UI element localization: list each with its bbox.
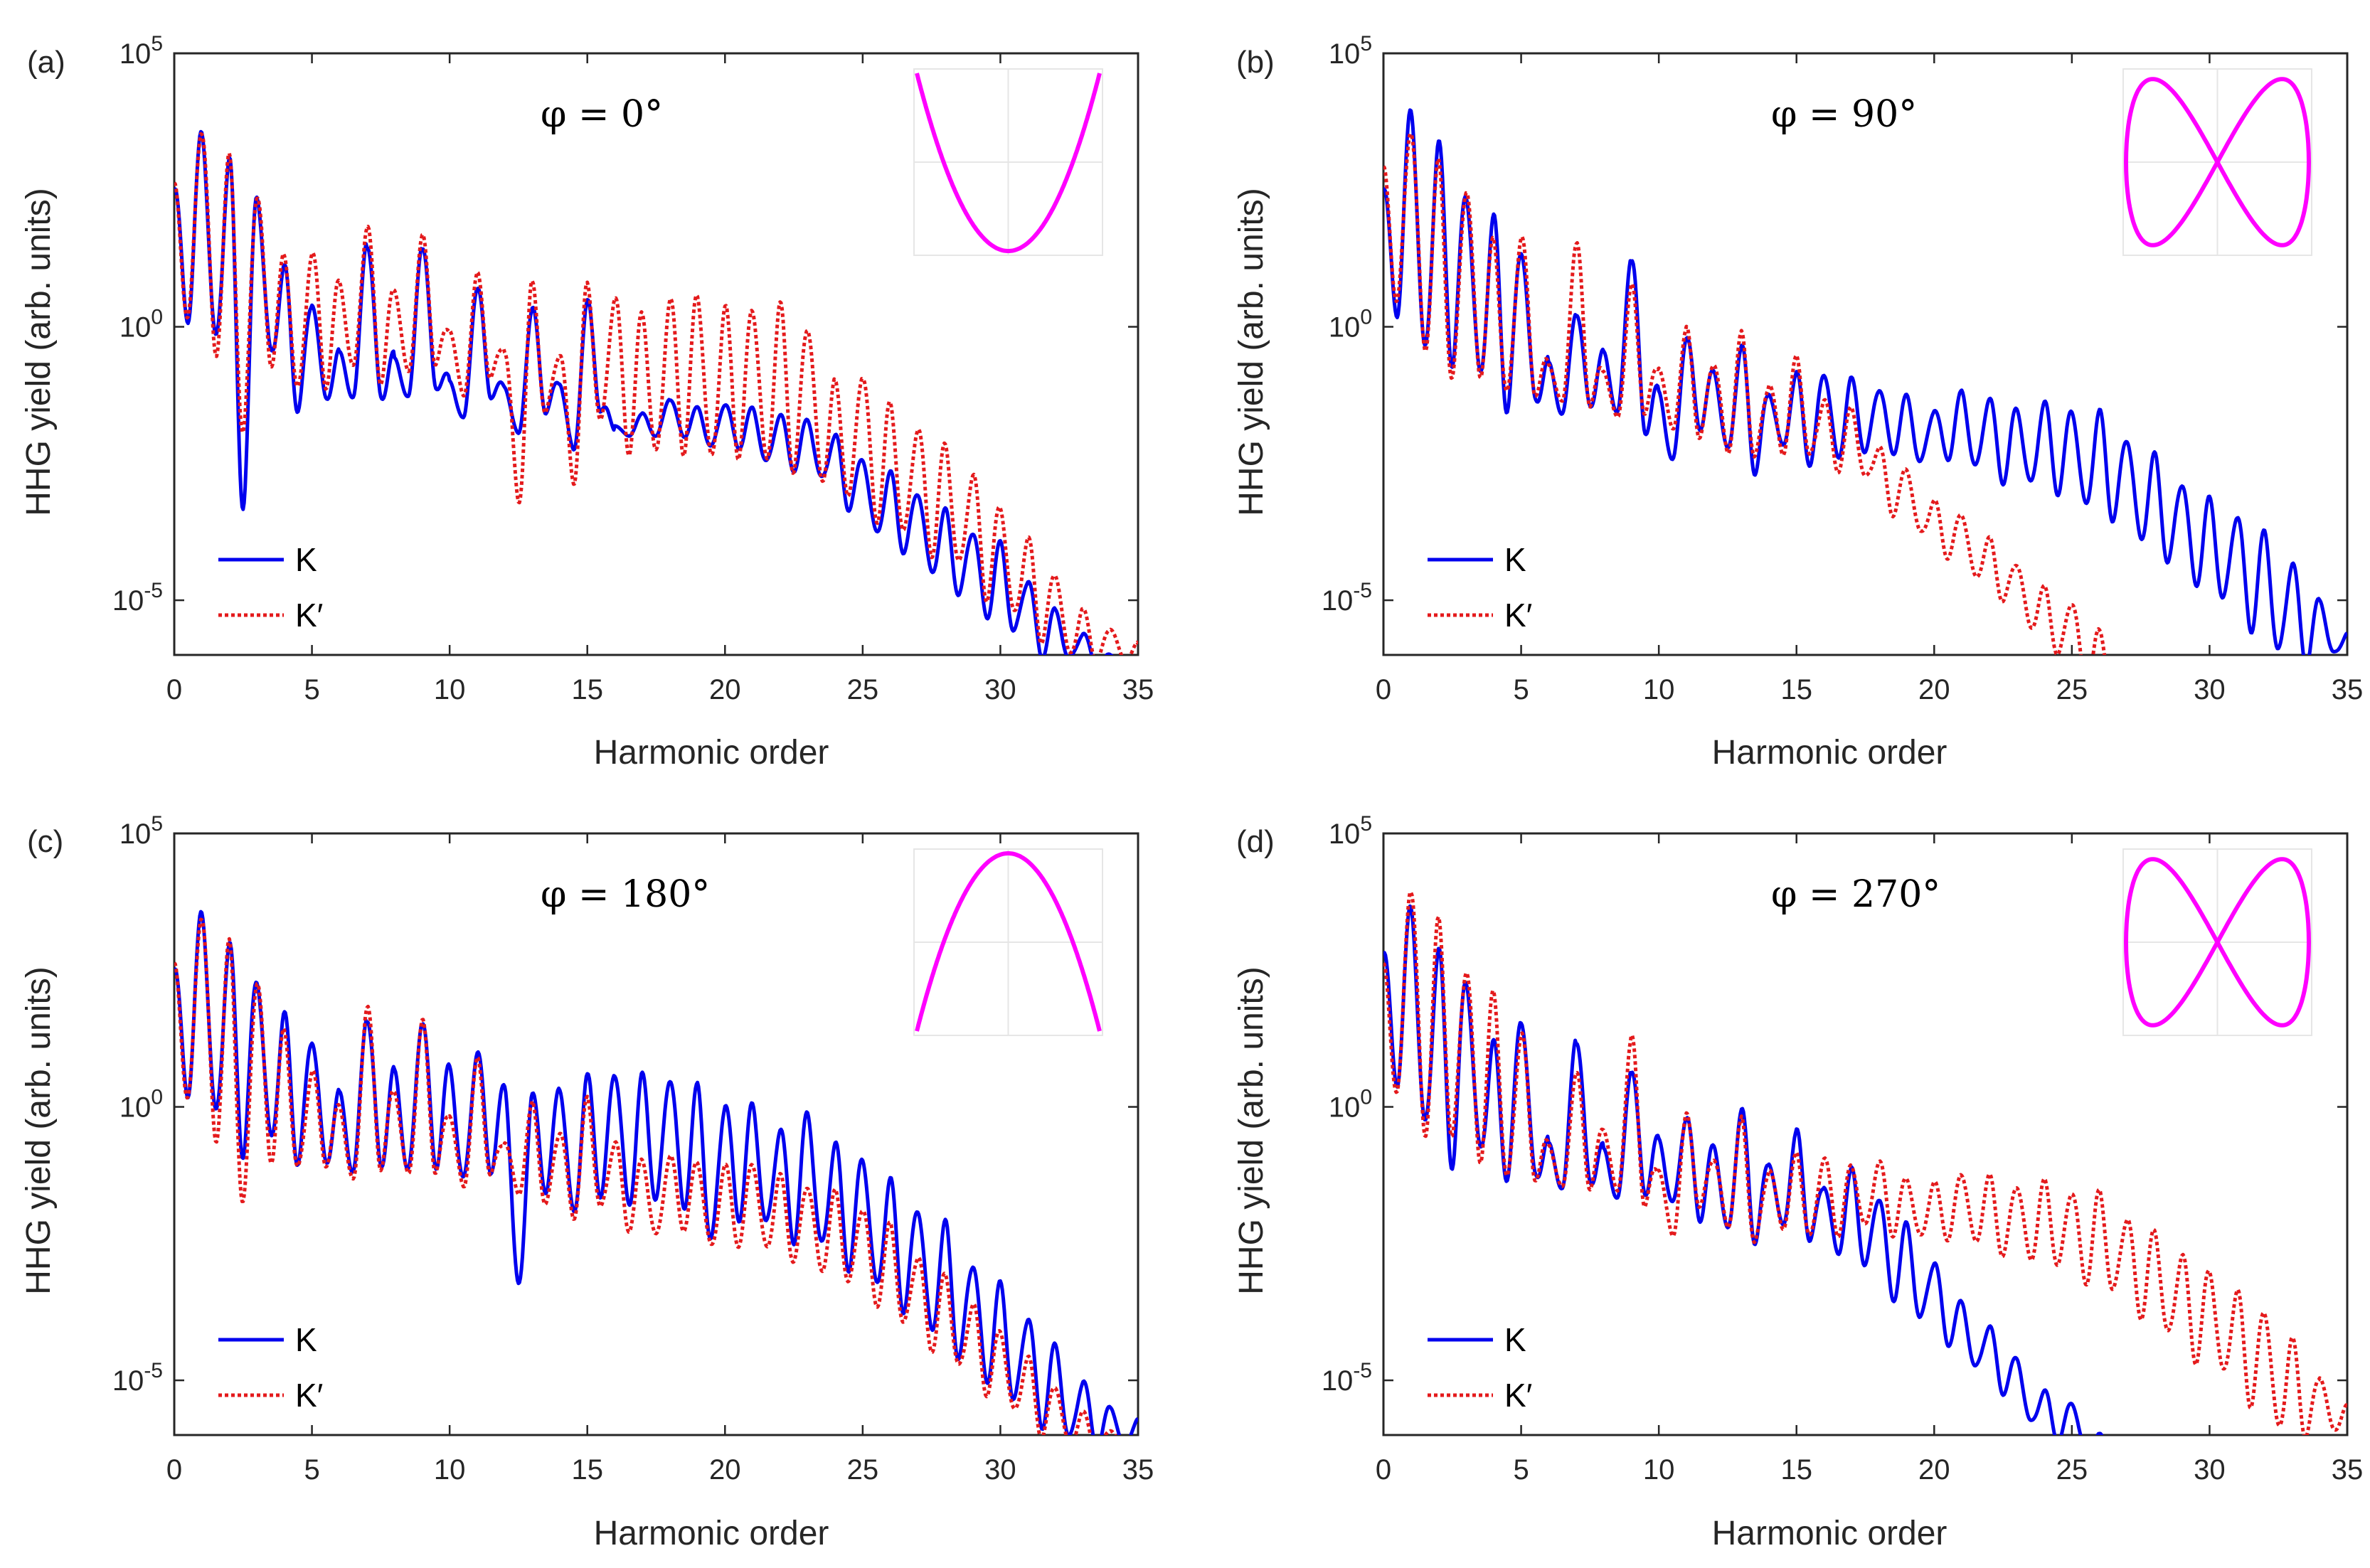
y-tick-label: 100 [1329, 306, 1372, 343]
phase-annotation: φ = 180° [541, 873, 710, 916]
axes-frame [173, 832, 1139, 1436]
x-tick-label: 25 [847, 674, 879, 705]
x-axis-label: Harmonic order [1712, 734, 1947, 772]
y-axis-label: HHG yield (arb. units) [20, 966, 58, 1294]
x-tick-label: 15 [571, 1454, 603, 1486]
y-tick-label: 100 [1329, 1086, 1372, 1124]
legend-entry: K [1504, 541, 1526, 578]
axes-frame [1382, 52, 2349, 656]
y-tick-label: 105 [119, 812, 163, 850]
panel-a: (a) HHG yield (arb. units) Harmonic orde… [20, 32, 1154, 772]
legend-entry: K′ [1504, 1377, 1532, 1414]
x-tick-label: 0 [166, 674, 182, 705]
x-tick-label: 5 [1513, 674, 1529, 705]
y-axis-label: HHG yield (arb. units) [1233, 966, 1270, 1294]
panel-b: (b) HHG yield (arb. units) Harmonic orde… [1233, 32, 2363, 772]
x-tick-label: 20 [709, 674, 741, 705]
x-tick-label: 5 [1513, 1454, 1529, 1486]
x-tick-label: 30 [2194, 1454, 2226, 1486]
x-tick-label: 30 [984, 1454, 1016, 1486]
y-axis-label: HHG yield (arb. units) [20, 188, 58, 516]
legend-entry: K [295, 541, 317, 578]
x-tick-label: 10 [434, 674, 466, 705]
panel-label: (c) [27, 824, 63, 859]
panel-label: (d) [1236, 824, 1275, 859]
legend-entry: K′ [1504, 597, 1532, 634]
y-tick-label: 105 [1329, 812, 1372, 850]
x-tick-label: 10 [1643, 674, 1675, 705]
series-Kprime-line [174, 917, 1117, 1435]
x-tick-label: 10 [434, 1454, 466, 1486]
x-tick-label: 0 [166, 1454, 182, 1486]
plot-area: 0 5 10 15 20 25 30 35 105 100 10-5 K K′ [1322, 812, 2364, 1486]
y-tick-label: 105 [1329, 32, 1372, 70]
legend-entry: K′ [295, 1377, 323, 1414]
plot-area: 0 5 10 15 20 25 30 35 105 100 10-5 K K′ [1322, 32, 2364, 705]
x-tick-label: 30 [2194, 674, 2226, 705]
plot-area: 0 5 10 15 20 25 30 35 105 100 10-5 K K′ [112, 812, 1154, 1486]
axes-frame [173, 52, 1139, 656]
x-tick-label: 25 [847, 1454, 879, 1486]
x-tick-label: 0 [1376, 1454, 1391, 1486]
x-tick-label: 15 [571, 674, 603, 705]
series-Kprime-line [1383, 890, 2347, 1435]
panel-c: (c) HHG yield (arb. units) Harmonic orde… [20, 812, 1154, 1552]
x-tick-label: 15 [1780, 1454, 1812, 1486]
x-tick-label: 25 [2056, 674, 2088, 705]
panel-d: (d) HHG yield (arb. units) Harmonic orde… [1233, 812, 2363, 1552]
legend-entry: K′ [295, 597, 323, 634]
x-tick-label: 35 [2332, 1454, 2364, 1486]
x-tick-label: 35 [2332, 674, 2364, 705]
y-tick-label: 10-5 [1322, 579, 1372, 617]
y-tick-label: 10-5 [1322, 1359, 1372, 1397]
x-tick-label: 25 [2056, 1454, 2088, 1486]
x-tick-label: 15 [1780, 674, 1812, 705]
series-K-line [174, 910, 1138, 1435]
inset-trajectory [2123, 857, 2312, 1028]
y-tick-label: 100 [119, 306, 163, 343]
phase-annotation: φ = 90° [1771, 93, 1917, 136]
series-K-line [1383, 108, 2347, 655]
panel-label: (a) [27, 45, 65, 80]
x-tick-label: 35 [1122, 674, 1154, 705]
x-tick-label: 20 [1918, 674, 1950, 705]
inset-trajectory [2123, 77, 2312, 247]
inset-trajectory [915, 73, 1102, 253]
x-tick-label: 30 [984, 674, 1016, 705]
x-tick-label: 35 [1122, 1454, 1154, 1486]
series-K-line [174, 129, 1114, 655]
y-tick-label: 100 [119, 1086, 163, 1124]
legend-entry: K [295, 1321, 317, 1358]
x-tick-label: 20 [1918, 1454, 1950, 1486]
plot-area: 0 5 10 15 20 25 30 35 105 100 10-5 K K′ [112, 32, 1154, 705]
x-axis-label: Harmonic order [1712, 1515, 1947, 1552]
inset-trajectory [915, 851, 1102, 1032]
phase-annotation: φ = 270° [1771, 873, 1940, 916]
axes-frame [1382, 832, 2349, 1436]
phase-annotation: φ = 0° [541, 93, 663, 136]
legend-entry: K [1504, 1321, 1526, 1358]
panel-label: (b) [1236, 45, 1275, 80]
x-tick-label: 20 [709, 1454, 741, 1486]
y-tick-label: 10-5 [112, 1359, 163, 1397]
x-axis-label: Harmonic order [594, 734, 829, 772]
y-tick-label: 10-5 [112, 579, 163, 617]
y-tick-label: 105 [119, 32, 163, 70]
x-axis-label: Harmonic order [594, 1515, 829, 1552]
x-tick-label: 10 [1643, 1454, 1675, 1486]
x-tick-label: 5 [304, 674, 319, 705]
x-tick-label: 0 [1376, 674, 1391, 705]
series-Kprime-line [174, 132, 1138, 655]
y-axis-label: HHG yield (arb. units) [1233, 188, 1270, 516]
x-tick-label: 5 [304, 1454, 319, 1486]
